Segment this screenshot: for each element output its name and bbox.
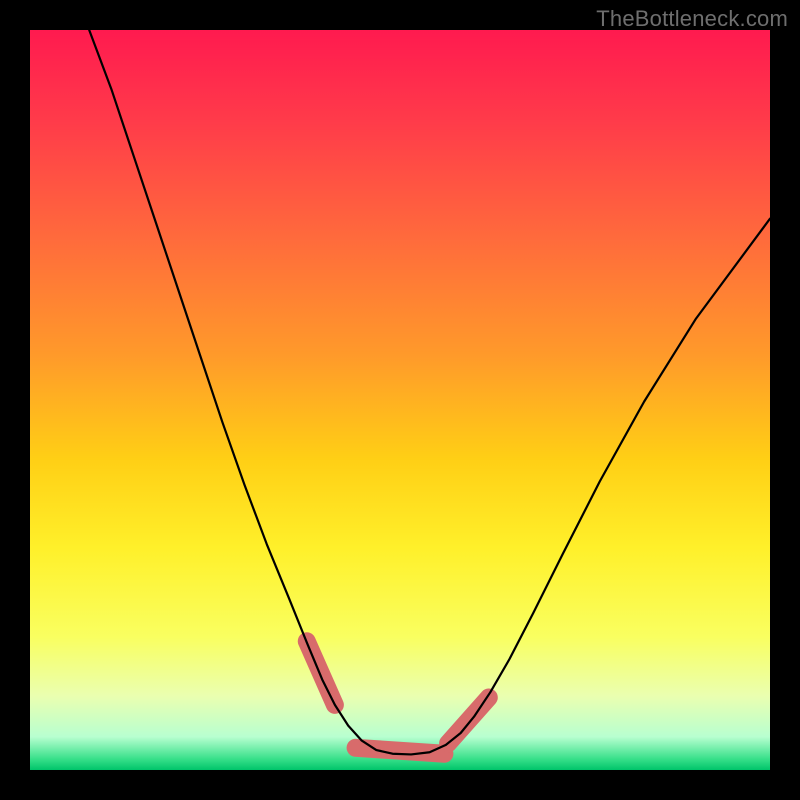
overlay-marks xyxy=(307,641,489,753)
chart-plot-area xyxy=(30,30,770,770)
bottleneck-curve xyxy=(89,30,770,754)
watermark-text: TheBottleneck.com xyxy=(596,6,788,32)
chart-svg xyxy=(30,30,770,770)
